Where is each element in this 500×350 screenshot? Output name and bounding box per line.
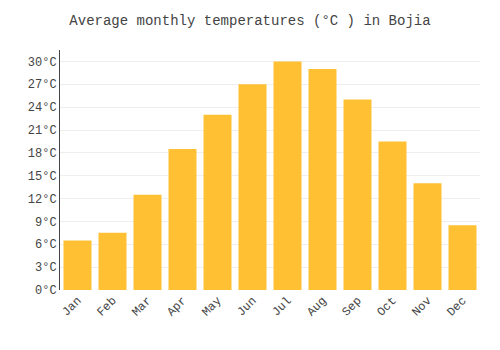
- svg-text:30°C: 30°C: [28, 56, 57, 70]
- svg-text:9°C: 9°C: [35, 216, 57, 230]
- svg-text:Aug: Aug: [304, 294, 329, 319]
- svg-text:Sep: Sep: [339, 294, 364, 319]
- svg-text:12°C: 12°C: [28, 193, 57, 207]
- svg-text:3°C: 3°C: [35, 261, 57, 275]
- svg-text:Dec: Dec: [444, 294, 469, 319]
- svg-text:24°C: 24°C: [28, 101, 57, 115]
- svg-text:Mar: Mar: [129, 294, 154, 319]
- svg-text:Apr: Apr: [164, 294, 189, 319]
- svg-text:18°C: 18°C: [28, 147, 57, 161]
- svg-text:Jul: Jul: [269, 294, 294, 319]
- svg-text:0°C: 0°C: [35, 284, 57, 298]
- svg-text:15°C: 15°C: [28, 170, 57, 184]
- svg-text:Oct: Oct: [374, 294, 399, 319]
- svg-text:Jan: Jan: [59, 294, 84, 319]
- svg-text:6°C: 6°C: [35, 238, 57, 252]
- svg-text:Average monthly temperatures (: Average monthly temperatures (°C ) in Bo…: [69, 13, 430, 29]
- svg-text:Feb: Feb: [94, 294, 119, 319]
- svg-text:Nov: Nov: [409, 294, 434, 319]
- svg-text:27°C: 27°C: [28, 78, 57, 92]
- svg-text:May: May: [199, 294, 224, 319]
- svg-text:Jun: Jun: [234, 294, 259, 319]
- svg-text:21°C: 21°C: [28, 124, 57, 138]
